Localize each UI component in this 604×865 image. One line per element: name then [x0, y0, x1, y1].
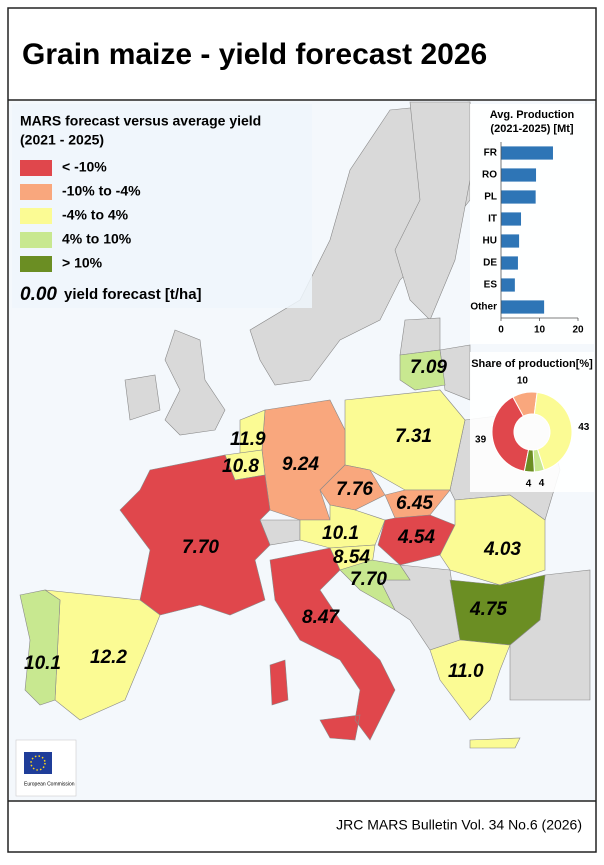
country: [384, 489, 451, 519]
legend-sample-value: 0.00: [20, 284, 57, 305]
bar: [501, 146, 553, 160]
region-label: 11.0: [448, 661, 484, 682]
region-label: 7.76: [336, 479, 373, 500]
legend-items: < -10% -10% to -4% -4% to 4% 4% to 10% > 10%: [20, 159, 141, 272]
country: [399, 349, 446, 391]
legend-label: < -10%: [62, 159, 107, 175]
bar: [501, 234, 520, 248]
region-label: 10.8: [222, 456, 259, 477]
title: Grain maize - yield forecast 2026: [22, 38, 487, 71]
legend-subtitle: (2021 - 2025): [20, 132, 104, 148]
countries: [19, 349, 546, 749]
legend-label: > 10%: [62, 255, 103, 271]
footer: JRC MARS Bulletin Vol. 34 No.6 (2026): [336, 817, 582, 833]
legend-label: -10% to -4%: [62, 183, 141, 199]
legend-sample-text: yield forecast [t/ha]: [64, 286, 202, 303]
y-tick-label: HU: [483, 236, 497, 247]
legend: MARS forecast versus average yield (2021…: [12, 104, 312, 308]
donut-slice: [523, 449, 535, 473]
x-tick-label: 0: [498, 325, 504, 336]
country: [429, 639, 521, 749]
eu-logo: European Commission: [15, 739, 77, 797]
donut-slice: [491, 396, 530, 472]
legend-swatch: [20, 184, 52, 200]
chart-title: Share of production[%]: [471, 358, 593, 370]
country: [269, 547, 396, 741]
country: [19, 589, 61, 706]
eu-stars: [30, 755, 46, 771]
country: [339, 559, 411, 611]
legend-swatch: [20, 208, 52, 224]
region-label: 4.75: [469, 599, 507, 620]
donut-label: 43: [578, 422, 590, 433]
donut-label: 10: [517, 376, 529, 387]
bar: [501, 278, 515, 292]
donut-slice: [533, 391, 573, 471]
legend-label: 4% to 10%: [62, 231, 132, 247]
donut-label: 4: [526, 479, 532, 490]
region-label: 4.03: [483, 539, 521, 560]
production-chart: Avg. Production (2021-2025) [Mt] FR RO PL I…: [470, 104, 594, 344]
bar: [501, 256, 518, 270]
donut-label: 39: [475, 435, 487, 446]
country: [119, 454, 271, 616]
region-label: 7.09: [410, 357, 447, 378]
legend-swatch: [20, 232, 52, 248]
y-tick-label: Other: [470, 302, 497, 313]
region-label: 8.54: [333, 547, 370, 568]
chart-title: Avg. Production: [490, 109, 575, 121]
region-label: 9.24: [282, 454, 319, 475]
bar: [501, 300, 545, 314]
y-tick-label: DE: [483, 258, 497, 269]
eu-flag: [24, 752, 52, 774]
bars: FR RO PL IT HU DE ES Other 0 10 20: [470, 142, 584, 336]
legend-title: MARS forecast versus average yield: [20, 113, 261, 129]
region-label: 11.9: [230, 429, 266, 450]
region-label: 7.70: [182, 537, 219, 558]
y-tick-label: ES: [484, 280, 498, 291]
region-label: 7.31: [395, 426, 432, 447]
region-labels: 7.09 7.31 9.24 11.9 10.8 7.70 7.76 6.45 …: [24, 357, 521, 682]
region-label: 4.54: [397, 527, 435, 548]
x-tick-label: 20: [572, 325, 584, 336]
region-label: 10.1: [24, 653, 61, 674]
region-label: 7.70: [350, 569, 387, 590]
region-label: 6.45: [396, 493, 433, 514]
bar: [501, 190, 536, 204]
region-label: 12.2: [90, 647, 127, 668]
donut: 39 10 43 44: [475, 376, 590, 490]
chart-subtitle: (2021-2025) [Mt]: [490, 123, 573, 135]
legend-panel: [12, 104, 312, 308]
region-label: 8.47: [302, 607, 340, 628]
y-tick-label: IT: [488, 214, 497, 225]
legend-label: -4% to 4%: [62, 207, 129, 223]
legend-swatch: [20, 256, 52, 272]
bar: [501, 212, 522, 226]
logo-text: European Commission: [24, 781, 75, 787]
bar: [501, 168, 537, 182]
y-tick-label: RO: [482, 170, 497, 181]
y-tick-label: PL: [484, 192, 497, 203]
legend-swatch: [20, 160, 52, 176]
y-tick-label: FR: [484, 148, 498, 159]
x-tick-label: 10: [534, 325, 546, 336]
donut-label: 4: [539, 478, 545, 489]
share-chart: Share of production[%] 39 10 43 44: [470, 352, 594, 492]
region-label: 10.1: [322, 523, 359, 544]
